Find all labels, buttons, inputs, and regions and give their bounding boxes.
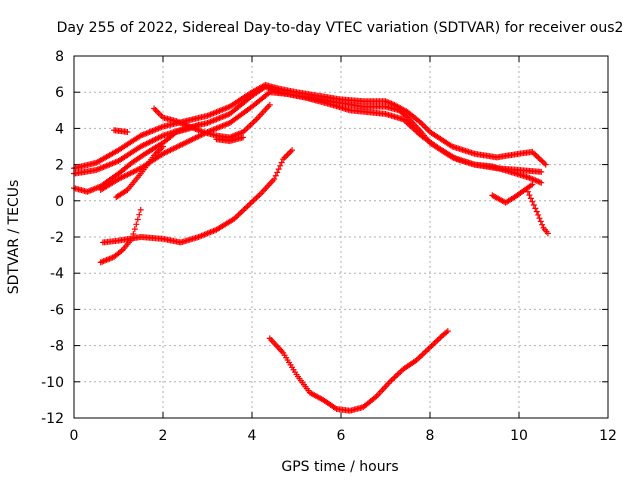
x-tick-label: 6	[337, 428, 346, 444]
data-point	[539, 221, 546, 228]
y-tick-label: -10	[41, 375, 64, 391]
y-tick-label: -12	[41, 411, 64, 427]
y-tick-label: 4	[55, 121, 64, 137]
y-tick-label: -8	[50, 339, 64, 355]
data-point	[131, 226, 138, 233]
data-point	[271, 176, 278, 183]
data-point	[532, 205, 539, 212]
data-point	[277, 162, 284, 169]
data-point	[444, 328, 451, 335]
series-short-rise	[113, 143, 166, 201]
data-point	[128, 235, 135, 242]
data-point	[529, 181, 536, 188]
series-bottom-left	[97, 206, 144, 266]
series-main-band-c	[97, 89, 545, 193]
y-tick-label: -6	[50, 302, 64, 318]
chart-title: Day 255 of 2022, Sidereal Day-to-day VTE…	[57, 20, 624, 36]
x-tick-label: 0	[70, 428, 79, 444]
x-axis-label: GPS time / hours	[281, 459, 398, 475]
data-point	[527, 195, 534, 202]
y-tick-label: 6	[55, 85, 64, 101]
series-dash	[111, 127, 131, 136]
data-point	[123, 187, 130, 194]
data-point	[535, 211, 542, 218]
x-tick-label: 2	[159, 428, 168, 444]
data-point	[529, 198, 536, 205]
series-lower-arc	[213, 134, 247, 145]
x-tick-label: 4	[248, 428, 257, 444]
data-point	[526, 192, 533, 199]
grid-lines	[74, 56, 608, 418]
data-point	[274, 169, 281, 176]
axis-ticks: 0 2 4 6 8 10 12 -12 -10 -8 -6 -4 -2 0 2 4 6 8	[41, 49, 617, 444]
y-tick-label: -4	[50, 266, 64, 282]
data-point	[544, 230, 551, 237]
y-axis-label: SDTVAR / TECUs	[6, 180, 22, 295]
series-upper-spur	[151, 101, 273, 141]
data-point	[536, 215, 543, 222]
data-point	[289, 147, 296, 154]
series-arc-left	[71, 121, 202, 195]
data-point	[533, 208, 540, 215]
series-main-band-b	[71, 81, 549, 172]
y-tick-label: 2	[55, 158, 64, 174]
data-point	[537, 218, 544, 225]
data-point	[130, 230, 137, 237]
data-point	[195, 121, 202, 128]
data-point	[278, 159, 285, 166]
data-point	[538, 179, 545, 186]
y-tick-label: -2	[50, 230, 64, 246]
data-point	[137, 206, 144, 213]
data-point	[530, 202, 537, 209]
data-point	[136, 211, 143, 218]
data-point	[124, 129, 131, 136]
series-deep-trough	[266, 328, 451, 414]
data-point	[272, 172, 279, 179]
data-point	[133, 221, 140, 228]
data-point	[134, 216, 141, 223]
data-point	[538, 168, 545, 175]
data-point	[160, 143, 166, 150]
y-tick-label: 0	[55, 194, 64, 210]
data-points	[71, 81, 551, 414]
series-mid-line	[99, 147, 296, 246]
data-point	[542, 161, 549, 168]
x-tick-label: 10	[510, 428, 528, 444]
data-point	[240, 134, 247, 141]
data-point	[275, 166, 282, 173]
series-right-tail	[524, 188, 551, 237]
series-right-spikes	[489, 181, 536, 206]
x-tick-label: 12	[599, 428, 617, 444]
y-tick-label: 8	[55, 49, 64, 65]
x-tick-label: 8	[426, 428, 435, 444]
data-point	[266, 101, 273, 108]
plot-border	[73, 55, 609, 419]
